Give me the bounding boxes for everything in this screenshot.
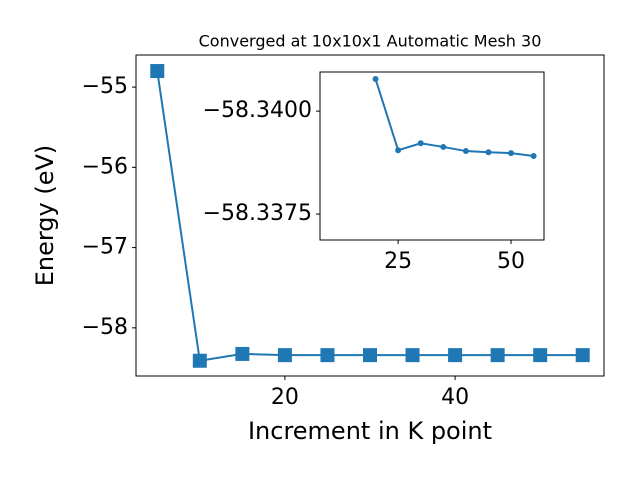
y-tick-label: −58.3400 xyxy=(203,98,312,123)
plot-area xyxy=(319,71,545,241)
marker xyxy=(462,148,469,155)
marker xyxy=(372,76,379,82)
series-group xyxy=(372,76,537,159)
x-tick-label: 20 xyxy=(271,385,299,410)
x-tick-label: 50 xyxy=(497,249,525,274)
y-tick-label: −56 xyxy=(82,154,128,179)
y-tick-label: −57 xyxy=(82,235,128,260)
y-axis-label: Energy (eV) xyxy=(31,145,59,287)
marker xyxy=(533,348,548,363)
marker xyxy=(508,150,515,157)
marker xyxy=(448,348,463,363)
x-tick-label: 25 xyxy=(384,249,412,274)
y-tick-label: −58.3375 xyxy=(203,201,312,226)
marker xyxy=(440,143,447,150)
marker xyxy=(490,348,505,363)
marker xyxy=(575,348,590,363)
line xyxy=(374,78,534,157)
marker xyxy=(150,64,165,79)
marker xyxy=(485,149,492,156)
marker xyxy=(405,348,420,363)
marker xyxy=(417,140,424,147)
x-axis-label: Increment in K point xyxy=(248,417,492,445)
marker xyxy=(530,153,537,159)
marker xyxy=(277,348,292,363)
marker xyxy=(192,353,207,368)
series-group xyxy=(150,64,590,368)
chart-title: Converged at 10x10x1 Automatic Mesh 30 xyxy=(199,32,542,51)
marker xyxy=(235,346,250,361)
x-tick-label: 40 xyxy=(441,385,469,410)
marker xyxy=(363,348,377,363)
marker xyxy=(395,147,402,154)
marker xyxy=(320,348,335,363)
y-tick-label: −58 xyxy=(82,315,128,340)
y-tick-label: −55 xyxy=(82,74,128,99)
